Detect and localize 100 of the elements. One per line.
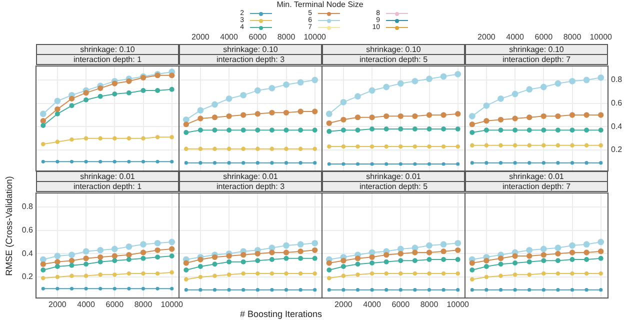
point <box>270 271 274 276</box>
point <box>556 161 560 165</box>
point <box>542 288 546 292</box>
point <box>340 98 347 106</box>
point <box>555 113 561 120</box>
point <box>256 288 260 292</box>
point <box>526 253 532 259</box>
point <box>340 116 346 123</box>
point <box>98 286 102 290</box>
point <box>126 136 132 140</box>
point <box>70 137 74 142</box>
point <box>240 112 246 118</box>
point <box>84 274 88 278</box>
point <box>184 288 188 292</box>
point <box>555 250 561 257</box>
point <box>354 114 361 120</box>
point <box>540 252 546 258</box>
point <box>512 128 518 133</box>
point <box>398 271 403 276</box>
point <box>440 241 447 248</box>
point <box>412 126 418 132</box>
x-tick-label: 8000 <box>277 32 296 42</box>
point <box>541 258 546 264</box>
point <box>312 76 318 84</box>
point <box>254 250 260 257</box>
point <box>455 110 461 117</box>
x-tick-label: 4000 <box>220 32 238 42</box>
point <box>198 116 204 122</box>
point <box>356 288 360 292</box>
point <box>55 274 60 280</box>
point <box>83 255 89 262</box>
point <box>127 160 131 164</box>
point <box>170 160 174 164</box>
point <box>184 161 188 165</box>
point <box>41 276 46 280</box>
x-tick-label: 4000 <box>77 300 96 310</box>
x-tick-label: 8000 <box>134 300 153 310</box>
point <box>583 241 590 248</box>
point <box>84 286 88 290</box>
point <box>155 271 160 276</box>
legend-title: Min. Terminal Node Size <box>276 0 364 10</box>
y-tick-label: 0.8 <box>611 75 623 84</box>
point <box>370 288 374 292</box>
y-axis-title: RMSE (Cross-Validation) <box>4 176 14 276</box>
y-tick-label: 0.2 <box>611 145 623 154</box>
point <box>256 271 260 276</box>
point <box>413 288 417 292</box>
point <box>484 288 488 292</box>
point <box>369 114 375 120</box>
point <box>198 288 202 292</box>
chart-subtitle: interaction depth: 5 <box>322 54 465 65</box>
y-tick-label: 0.4 <box>611 122 623 131</box>
x-tick-label: 6000 <box>248 32 268 42</box>
point <box>440 73 447 80</box>
point <box>169 254 174 258</box>
point <box>126 271 132 276</box>
point <box>126 257 132 262</box>
point <box>526 259 532 264</box>
point <box>570 161 574 165</box>
point <box>484 264 489 269</box>
point <box>98 136 102 140</box>
point <box>412 144 418 149</box>
point <box>468 112 476 120</box>
point <box>198 264 203 269</box>
point <box>284 271 288 276</box>
point <box>297 79 304 86</box>
point <box>412 271 418 276</box>
point <box>268 84 276 92</box>
point <box>184 146 188 151</box>
point <box>441 126 446 132</box>
chart-title: shrinkage: 0.10 <box>179 44 322 55</box>
point <box>326 110 332 118</box>
point <box>312 271 317 276</box>
point <box>441 144 446 149</box>
point <box>556 288 560 292</box>
point <box>283 250 290 256</box>
point <box>454 240 462 246</box>
point <box>555 128 560 133</box>
point <box>240 252 246 258</box>
point <box>484 258 490 264</box>
point <box>112 286 116 290</box>
point <box>528 288 532 292</box>
point <box>370 144 374 149</box>
point <box>98 259 103 264</box>
point <box>340 258 346 264</box>
point <box>154 240 161 246</box>
point <box>412 250 418 256</box>
point <box>156 286 160 290</box>
point <box>384 288 388 292</box>
point <box>284 146 288 151</box>
point <box>41 286 45 290</box>
point <box>112 80 118 86</box>
point <box>426 112 432 118</box>
point <box>412 113 418 120</box>
point <box>542 161 546 165</box>
point <box>212 128 218 133</box>
point <box>40 123 46 128</box>
point <box>440 112 446 118</box>
point <box>413 162 417 166</box>
point <box>426 76 432 82</box>
